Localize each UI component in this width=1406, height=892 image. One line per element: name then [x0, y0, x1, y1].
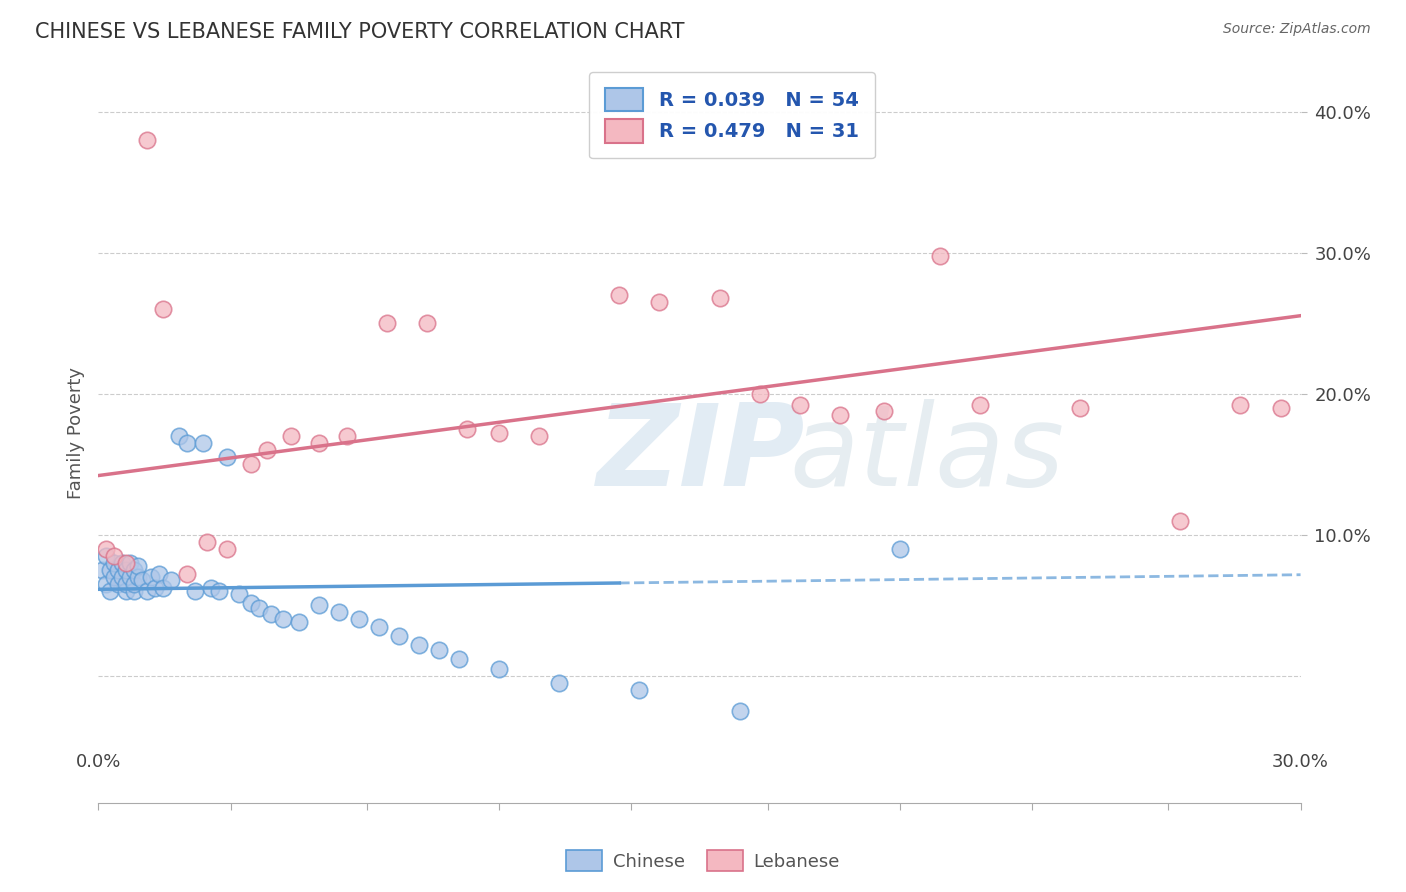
Point — [115, 584, 138, 599]
Point — [548, 676, 571, 690]
Point — [828, 408, 851, 422]
Point — [200, 582, 222, 596]
Point — [143, 582, 166, 596]
Text: ZIP: ZIP — [598, 400, 806, 510]
Text: Source: ZipAtlas.com: Source: ZipAtlas.com — [1223, 22, 1371, 37]
Point — [288, 615, 311, 630]
Point — [256, 443, 278, 458]
Point — [336, 429, 359, 443]
Legend: Chinese, Lebanese: Chinese, Lebanese — [558, 843, 848, 879]
Text: 0.0%: 0.0% — [76, 754, 121, 772]
Point — [969, 398, 991, 412]
Point — [388, 629, 411, 643]
Point — [1229, 398, 1251, 412]
Point — [456, 422, 478, 436]
Point — [488, 662, 510, 676]
Point — [100, 584, 122, 599]
Point — [416, 316, 439, 330]
Point — [111, 556, 134, 570]
Point — [280, 429, 302, 443]
Point — [131, 573, 153, 587]
Point — [408, 638, 430, 652]
Point — [107, 577, 129, 591]
Point — [929, 249, 952, 263]
Point — [139, 570, 162, 584]
Point — [748, 387, 770, 401]
Point — [167, 429, 190, 443]
Point — [152, 302, 174, 317]
Point — [176, 436, 198, 450]
Point — [128, 570, 150, 584]
Point — [191, 436, 214, 450]
Point — [628, 683, 651, 698]
Point — [648, 295, 671, 310]
Point — [789, 398, 811, 412]
Point — [96, 541, 118, 556]
Point — [159, 573, 181, 587]
Point — [308, 599, 330, 613]
Point — [96, 549, 118, 563]
Point — [1170, 514, 1192, 528]
Point — [347, 612, 370, 626]
Point — [1069, 401, 1091, 415]
Point — [873, 403, 896, 417]
Point — [115, 556, 138, 570]
Point — [1270, 401, 1292, 415]
Point — [91, 563, 114, 577]
Point — [609, 288, 631, 302]
Point — [103, 556, 125, 570]
Point — [124, 577, 146, 591]
Point — [308, 436, 330, 450]
Point — [889, 541, 911, 556]
Point — [183, 584, 205, 599]
Point — [247, 601, 270, 615]
Point — [148, 567, 170, 582]
Point — [447, 652, 470, 666]
Point — [111, 570, 134, 584]
Point — [100, 563, 122, 577]
Point — [328, 606, 350, 620]
Point — [239, 596, 262, 610]
Point — [260, 607, 283, 621]
Point — [208, 584, 231, 599]
Point — [124, 563, 146, 577]
Text: atlas: atlas — [790, 400, 1064, 510]
Point — [152, 582, 174, 596]
Point — [115, 563, 138, 577]
Point — [120, 570, 142, 584]
Point — [427, 643, 450, 657]
Point — [103, 570, 125, 584]
Point — [375, 316, 398, 330]
Point — [529, 429, 551, 443]
Point — [228, 587, 250, 601]
Point — [728, 704, 751, 718]
Text: CHINESE VS LEBANESE FAMILY POVERTY CORRELATION CHART: CHINESE VS LEBANESE FAMILY POVERTY CORRE… — [35, 22, 685, 42]
Point — [709, 291, 731, 305]
Point — [135, 133, 157, 147]
Point — [107, 563, 129, 577]
Point — [103, 549, 125, 563]
Point — [271, 612, 294, 626]
Point — [135, 584, 157, 599]
Point — [96, 577, 118, 591]
Point — [115, 577, 138, 591]
Text: 30.0%: 30.0% — [1272, 754, 1329, 772]
Y-axis label: Family Poverty: Family Poverty — [66, 367, 84, 499]
Point — [195, 535, 218, 549]
Point — [128, 558, 150, 573]
Legend: R = 0.039   N = 54, R = 0.479   N = 31: R = 0.039 N = 54, R = 0.479 N = 31 — [589, 72, 875, 159]
Point — [124, 584, 146, 599]
Point — [176, 567, 198, 582]
Point — [488, 426, 510, 441]
Point — [120, 556, 142, 570]
Point — [368, 619, 391, 633]
Point — [215, 450, 238, 465]
Point — [239, 458, 262, 472]
Point — [215, 541, 238, 556]
